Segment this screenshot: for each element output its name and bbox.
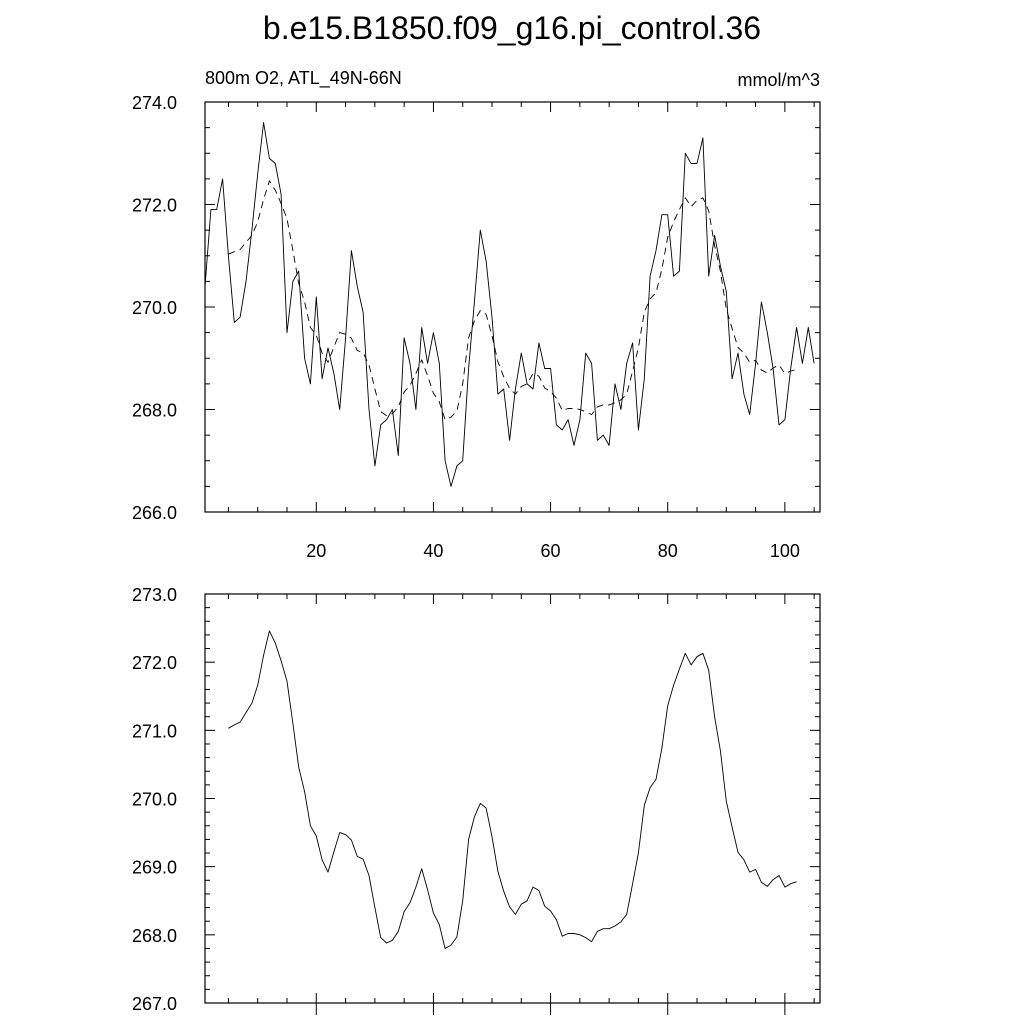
panel-left-label: 800m O2, ATL_49N-66N bbox=[205, 68, 402, 89]
x-tick-label: 80 bbox=[658, 541, 678, 561]
y-tick-label: 268.0 bbox=[132, 401, 177, 421]
x-tick-label: 40 bbox=[423, 541, 443, 561]
y-tick-label: 272.0 bbox=[132, 196, 177, 216]
y-tick-label: 274.0 bbox=[132, 93, 177, 113]
chart-title: b.e15.B1850.f09_g16.pi_control.36 bbox=[262, 10, 762, 46]
y-tick-label: 268.0 bbox=[132, 926, 177, 946]
panel-right-label: mmol/m^3 bbox=[738, 70, 820, 90]
raw-series-line bbox=[228, 630, 797, 949]
plot-frame bbox=[204, 593, 821, 1004]
y-tick-label: 269.0 bbox=[132, 858, 177, 878]
y-tick-label: 270.0 bbox=[132, 790, 177, 810]
top-panel: 266.0 268.0 270.0 272.0 274.0 20 40 60 80 100 800m… bbox=[132, 68, 821, 561]
x-tick-label: 20 bbox=[306, 541, 326, 561]
x-tick-label: 60 bbox=[541, 541, 561, 561]
y-tick-label: 270.0 bbox=[132, 298, 177, 318]
y-tick-label: 271.0 bbox=[132, 721, 177, 741]
y-tick-label: 266.0 bbox=[132, 503, 177, 523]
y-tick-label: 273.0 bbox=[132, 585, 177, 605]
y-tick-label: 267.0 bbox=[132, 994, 177, 1014]
y-tick-label: 272.0 bbox=[132, 653, 177, 673]
raw-series-line bbox=[204, 122, 815, 487]
x-tick-label: 100 bbox=[770, 541, 800, 561]
smoothed-series-line bbox=[228, 180, 797, 421]
bottom-panel: 267.0 268.0 269.0 270.0 271.0 272.0 273.0 bbox=[132, 585, 821, 1015]
